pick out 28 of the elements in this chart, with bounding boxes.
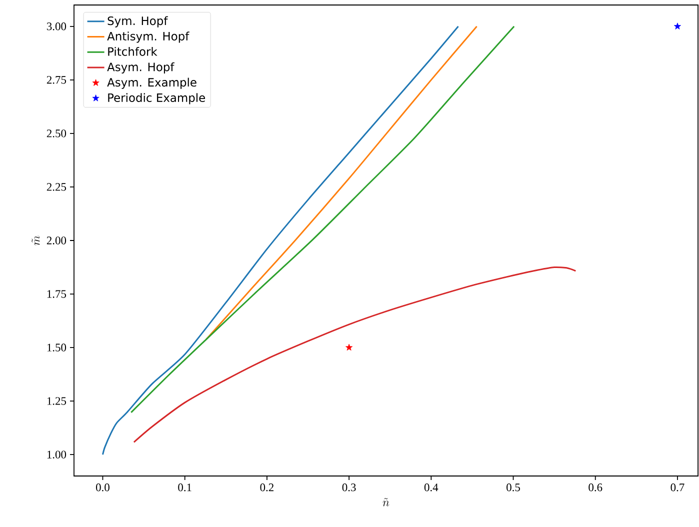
legend-label: Periodic Example bbox=[108, 93, 205, 104]
legend-label: Asym. Example bbox=[107, 78, 196, 89]
x-tick-label: 0.6 bbox=[588, 484, 602, 492]
y-tick-label: 2.75 bbox=[46, 76, 66, 84]
x-tick-label: 0.2 bbox=[260, 484, 274, 492]
y-tick-label: 1.00 bbox=[47, 450, 66, 458]
y-tick-label: 3.00 bbox=[46, 22, 66, 30]
legend-label: Asym. Hopf bbox=[107, 62, 174, 74]
x-tick-label: 0.5 bbox=[506, 484, 520, 492]
legend-label: Antisym. Hopf bbox=[107, 32, 190, 43]
line-series bbox=[102, 26, 460, 456]
y-tick-label: 2.25 bbox=[46, 183, 66, 191]
legend-label: Sym. Hopf bbox=[108, 16, 168, 28]
x-tick-label: 0.0 bbox=[96, 484, 110, 492]
legend-label: Pitchfork bbox=[108, 47, 158, 56]
y-tick-label: 2.50 bbox=[46, 130, 66, 138]
y-tick-label: 1.75 bbox=[47, 290, 66, 298]
line-series bbox=[205, 26, 478, 340]
y-tick-label: 2.00 bbox=[46, 236, 66, 244]
x-tick-label: 0.1 bbox=[178, 484, 192, 492]
x-tick-label: 0.7 bbox=[670, 484, 684, 492]
y-tick-label: 1.50 bbox=[47, 344, 66, 352]
x-tick-label: 0.3 bbox=[342, 484, 356, 492]
line-series bbox=[133, 266, 576, 443]
y-tick-label: 1.25 bbox=[47, 397, 66, 405]
y-axis-title: $\tilde{m}$ bbox=[32, 236, 40, 246]
x-axis-title: $\tilde{n}$ bbox=[382, 498, 390, 506]
x-tick-label: 0.4 bbox=[424, 484, 438, 492]
